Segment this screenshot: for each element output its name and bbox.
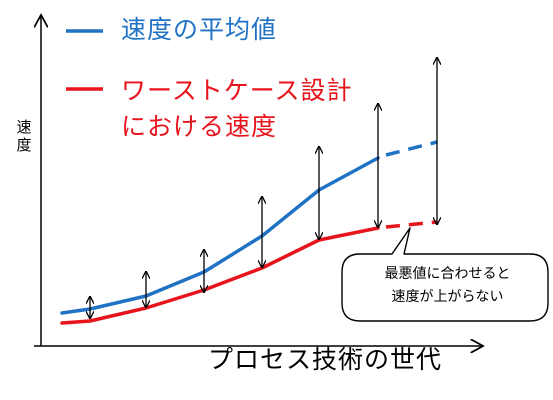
callout-line1: 最悪値に合わせると — [384, 266, 511, 282]
worst-case-speed-projection — [385, 220, 438, 229]
callout-line2: 速度が上がらない — [391, 289, 504, 305]
callout-text: 最悪値に合わせると 速度が上がらない — [350, 263, 545, 309]
average-speed-projection — [385, 140, 438, 157]
y-axis-label-text: 速度 — [15, 118, 33, 154]
legend-average-label: 速度の平均値 — [121, 15, 278, 44]
legend-worst-case-label-line2: における速度 — [121, 112, 278, 141]
y-axis-label: 速度 — [15, 118, 33, 154]
legend-worst-case-label-line1: ワーストケース設計 — [121, 76, 353, 105]
worst-case-speed-line — [60, 226, 380, 325]
callout-bubble — [341, 227, 549, 322]
average-speed-line — [60, 156, 380, 315]
y-axis-label-char: 速 — [16, 118, 32, 136]
y-axis-label-char: 度 — [16, 136, 32, 154]
x-axis-label: プロセス技術の世代 — [208, 345, 443, 374]
